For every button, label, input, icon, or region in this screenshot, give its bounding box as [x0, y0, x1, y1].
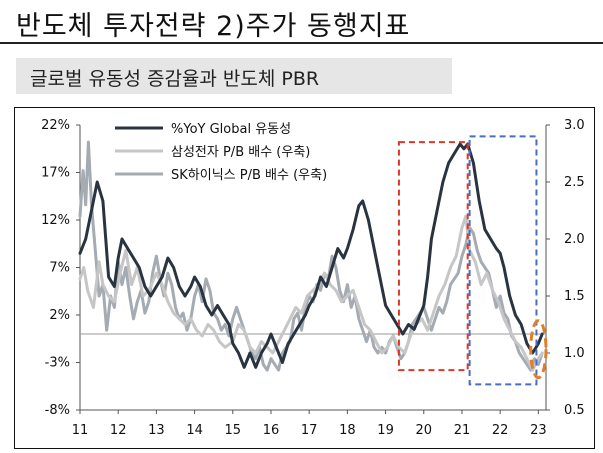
x-tick-label: 20: [415, 423, 432, 438]
page-title: 반도체 투자전략 2)주가 동행지표: [16, 11, 411, 42]
left-tick-label: 22%: [41, 118, 70, 133]
highlight-box-blue: [468, 135, 538, 386]
left-tick-label: 2%: [49, 308, 70, 323]
right-tick-label: 2.5: [564, 175, 585, 190]
subtitle-banner: 글로벌 유동성 증감율과 반도체 PBR: [16, 58, 452, 94]
x-tick-label: 21: [454, 423, 471, 438]
x-tick-label: 16: [263, 423, 280, 438]
x-tick-label: 13: [148, 423, 165, 438]
x-tick-label: 22: [492, 423, 509, 438]
right-tick-label: 0.5: [564, 403, 585, 418]
x-tick-label: 23: [530, 423, 547, 438]
chart-svg: 22% 17% 12% 7% 2% -3% -8% 3.0 2.5 2.0 1.5 1.0 0.5 11 1…: [41, 118, 585, 438]
chart-frame: 22% 17% 12% 7% 2% -3% -8% 3.0 2.5 2.0 1.5 1.0 0.5 11 1…: [14, 107, 595, 449]
x-tick-label: 12: [110, 423, 127, 438]
x-tick-label: 18: [339, 423, 356, 438]
chart-subtitle: 글로벌 유동성 증감율과 반도체 PBR: [30, 68, 320, 90]
legend-label: 삼성전자 P/B 배수 (우축): [171, 145, 310, 160]
legend-label: SK하이닉스 P/B 배수 (우축): [171, 168, 327, 183]
x-tick-label: 17: [301, 423, 318, 438]
series-line-global-liquidity: [78, 142, 544, 369]
right-tick-label: 1.0: [564, 346, 585, 361]
x-tick-label: 11: [72, 423, 89, 438]
left-tick-label: -3%: [45, 356, 70, 371]
x-tick-label: 15: [225, 423, 242, 438]
right-tick-label: 1.5: [564, 289, 585, 304]
right-tick-label: 3.0: [564, 118, 585, 133]
right-tick-label: 2.0: [564, 232, 585, 247]
highlight-box-red: [397, 141, 469, 372]
left-tick-label: 12%: [41, 213, 70, 228]
legend-label: %YoY Global 유동성: [171, 122, 291, 137]
x-tick-label: 19: [377, 423, 394, 438]
left-tick-label: 17%: [41, 166, 70, 181]
left-tick-label: 7%: [49, 261, 70, 276]
title-divider: [0, 42, 603, 44]
x-tick-label: 14: [186, 423, 203, 438]
left-tick-label: -8%: [45, 403, 70, 418]
highlight-ellipse-orange: [529, 319, 548, 380]
